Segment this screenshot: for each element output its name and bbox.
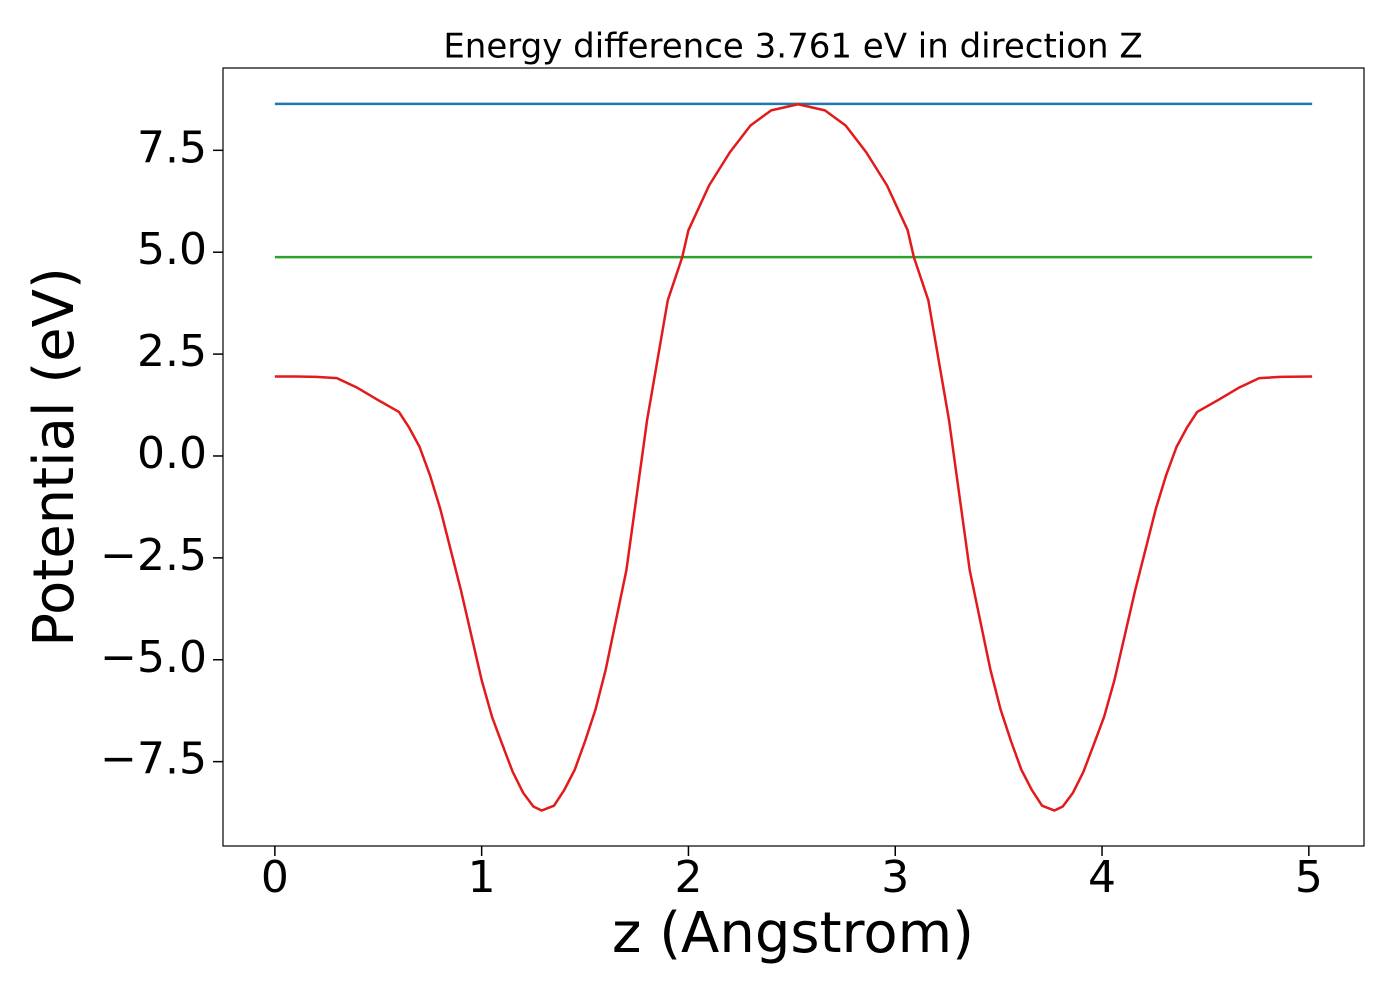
y-tick-label: 7.5 [137, 122, 207, 173]
y-tick-label: 2.5 [137, 326, 207, 377]
series-line [274, 103, 1313, 812]
x-tick-label: 1 [468, 852, 496, 903]
y-axis-label: Potential (eV) [22, 267, 87, 647]
y-tick-label: −7.5 [100, 734, 207, 785]
x-tick-label: 4 [1088, 852, 1116, 903]
y-tick-label: 0.0 [137, 428, 207, 479]
x-tick-label: 0 [261, 852, 289, 903]
x-tick-label: 3 [881, 852, 909, 903]
chart-title: Energy difference 3.761 eV in direction … [443, 27, 1142, 67]
y-tick-label: −2.5 [100, 530, 207, 581]
y-tick-label: −5.0 [100, 632, 207, 683]
y-tick-label: 5.0 [137, 224, 207, 275]
x-tick-label: 5 [1295, 852, 1323, 903]
x-tick-label: 2 [674, 852, 702, 903]
x-axis-label: z (Angstrom) [612, 901, 974, 966]
plot-frame [222, 67, 1365, 847]
